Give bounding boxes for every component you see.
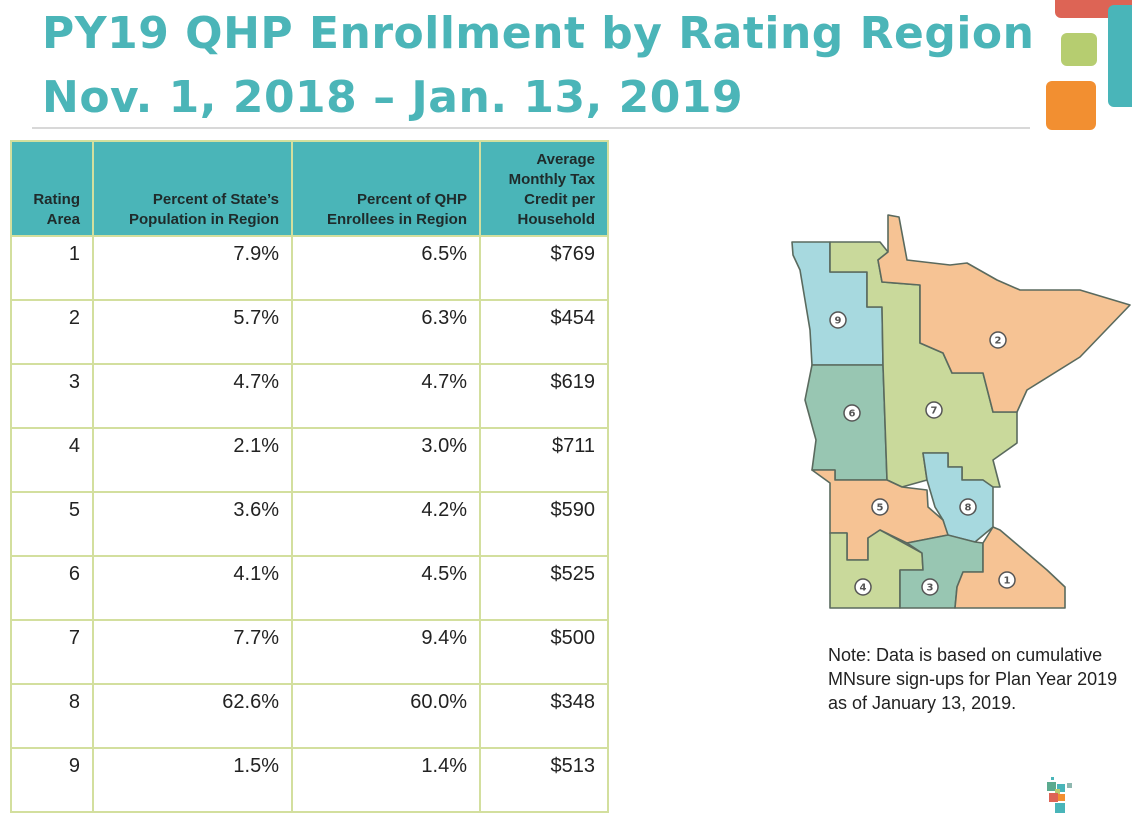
cell-rating-area: 3 [10,363,94,429]
region-label-8: 8 [965,503,972,514]
region-label-6: 6 [849,409,856,420]
region-label-7: 7 [931,406,938,417]
region-label-circle [854,578,872,596]
region-2 [877,214,1131,413]
cell-rating-area: 7 [10,619,94,685]
cell-enrollee-percent: 3.0% [291,427,481,493]
cell-rating-area: 4 [10,427,94,493]
cell-population-percent: 4.1% [92,555,293,621]
region-8 [922,452,994,543]
cell-enrollee-percent: 6.3% [291,299,481,365]
cell-population-percent: 7.7% [92,619,293,685]
region-1 [954,526,1066,609]
cell-population-percent: 2.1% [92,427,293,493]
cell-rating-area: 9 [10,747,94,813]
data-note: Note: Data is based on cumulative MNsure… [828,645,1118,713]
title-line-1: PY19 QHP Enrollment by Rating Region [42,8,1035,59]
table-row: 8 62.6% 60.0% $348 [10,683,609,749]
table-row: 4 2.1% 3.0% $711 [10,427,609,493]
cell-rating-area: 6 [10,555,94,621]
header-population: Percent of State’s Population in Region [92,140,293,237]
title-divider [32,127,1030,129]
region-label-circle [989,331,1007,349]
table-row: 9 1.5% 1.4% $513 [10,747,609,813]
region-label-1: 1 [1004,576,1011,587]
cell-enrollee-percent: 4.5% [291,555,481,621]
region-6 [804,364,888,481]
region-label-circle [829,311,847,329]
region-label-circle [998,571,1016,589]
cell-population-percent: 4.7% [92,363,293,429]
cell-population-percent: 7.9% [92,235,293,301]
title-line-2: Nov. 1, 2018 – Jan. 13, 2019 [42,72,744,123]
header-rating-area: Rating Area [10,140,94,237]
region-label-9: 9 [835,316,842,327]
cell-enrollee-percent: 1.4% [291,747,481,813]
cell-population-percent: 5.7% [92,299,293,365]
cell-enrollee-percent: 9.4% [291,619,481,685]
cell-tax-credit: $454 [479,299,609,365]
table-header-row: Rating Area Percent of State’s Populatio… [10,140,609,237]
cell-tax-credit: $590 [479,491,609,557]
region-label-circle [921,578,939,596]
region-label-3: 3 [927,583,934,594]
table-row: 6 4.1% 4.5% $525 [10,555,609,621]
cell-tax-credit: $769 [479,235,609,301]
region-label-circle [959,498,977,516]
cell-tax-credit: $525 [479,555,609,621]
enrollment-table: Rating Area Percent of State’s Populatio… [10,140,609,813]
table-row: 3 4.7% 4.7% $619 [10,363,609,429]
page-title: PY19 QHP Enrollment by Rating Region Nov… [42,2,1034,130]
region-label-circle [871,498,889,516]
cell-tax-credit: $500 [479,619,609,685]
cell-population-percent: 1.5% [92,747,293,813]
cell-tax-credit: $513 [479,747,609,813]
header-tax-credit: Average Monthly Tax Credit per Household [479,140,609,237]
cell-population-percent: 62.6% [92,683,293,749]
region-label-5: 5 [877,503,884,514]
region-label-circle [925,401,943,419]
cell-tax-credit: $348 [479,683,609,749]
table-row: 1 7.9% 6.5% $769 [10,235,609,301]
region-label-circle [843,404,861,422]
cell-enrollee-percent: 4.2% [291,491,481,557]
table-row: 5 3.6% 4.2% $590 [10,491,609,557]
cell-population-percent: 3.6% [92,491,293,557]
header-enrollees: Percent of QHP Enrollees in Region [291,140,481,237]
cell-enrollee-percent: 6.5% [291,235,481,301]
cell-rating-area: 8 [10,683,94,749]
mnsure-mark-icon [1047,777,1072,813]
cell-enrollee-percent: 60.0% [291,683,481,749]
cell-tax-credit: $619 [479,363,609,429]
region-label-2: 2 [995,336,1002,347]
cell-rating-area: 5 [10,491,94,557]
table-row: 2 5.7% 6.3% $454 [10,299,609,365]
cell-rating-area: 2 [10,299,94,365]
table-row: 7 7.7% 9.4% $500 [10,619,609,685]
cell-tax-credit: $711 [479,427,609,493]
cell-rating-area: 1 [10,235,94,301]
cell-enrollee-percent: 4.7% [291,363,481,429]
region-label-4: 4 [860,583,867,594]
